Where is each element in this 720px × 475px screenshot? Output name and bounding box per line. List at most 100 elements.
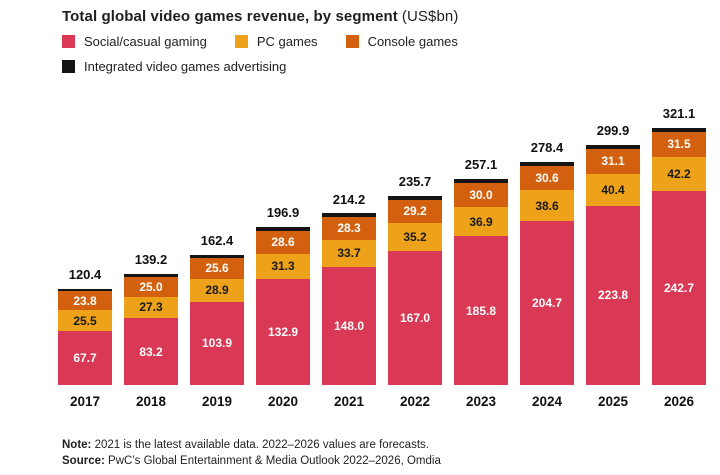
- bar-segment: 31.5: [652, 131, 706, 157]
- bar-segment-value: 30.6: [535, 171, 559, 186]
- bar-total-value: 120.4: [68, 266, 102, 282]
- bar-segment: 242.7: [652, 190, 706, 385]
- legend-swatch-icon: [62, 35, 75, 48]
- bar-segment-value: 30.0: [469, 187, 493, 202]
- bar-segment-value: 103.9: [201, 336, 233, 351]
- bar-segment-value: 33.7: [337, 246, 361, 260]
- bar-segment-value: 167.0: [399, 311, 431, 326]
- stacked-bar-chart: 23.8 25.5 67.7 120.4 2017 25.0 27.3 83.2 139.2 20…: [58, 106, 706, 409]
- legend-swatch-icon: [62, 60, 75, 73]
- bar-segment-value: 25.6: [205, 261, 229, 276]
- note-prefix: Note:: [62, 439, 92, 451]
- bar-segment: 148.0: [322, 266, 376, 385]
- bar-segment: [322, 213, 376, 217]
- bar-segment: 29.2: [388, 199, 442, 224]
- bar-segment-value: 35.2: [403, 230, 427, 245]
- bar-segment: 28.3: [322, 216, 376, 240]
- bar-total-value: 214.2: [332, 191, 366, 207]
- bar-segment-value: 31.3: [271, 259, 295, 274]
- bar-total-value: 257.1: [464, 157, 498, 173]
- note-line: Note: 2021 is the latest available data.…: [62, 437, 441, 453]
- bar-segment-value: 36.9: [469, 214, 493, 229]
- bar-segment: 30.6: [520, 165, 574, 191]
- bar-segment: [454, 179, 508, 183]
- bar-segment: 33.7: [322, 239, 376, 267]
- bar-segment-value: 242.7: [663, 280, 695, 295]
- bar-segment-value: 31.1: [601, 154, 625, 169]
- bar-segment-value: 148.0: [333, 318, 365, 333]
- bar-segment-value: 42.2: [667, 166, 691, 181]
- bar-column-2024: 30.6 38.6 204.7 278.4 2024: [520, 127, 574, 409]
- bar-segment-value: 28.9: [205, 283, 229, 298]
- bar-segment: 23.8: [58, 291, 112, 311]
- legend-label: Social/casual gaming: [84, 34, 207, 49]
- bar-segment: 25.5: [58, 310, 112, 331]
- bar-segment: 31.3: [256, 253, 310, 279]
- bar-segment: 42.2: [652, 156, 706, 191]
- bar-segment: 204.7: [520, 221, 574, 385]
- bar-segment: 103.9: [190, 301, 244, 385]
- x-axis-label: 2020: [267, 394, 299, 409]
- x-axis-label: 2021: [333, 394, 365, 409]
- x-axis-label: 2024: [531, 394, 563, 409]
- legend-item: Social/casual gaming: [62, 34, 207, 49]
- legend-item: Console games: [345, 34, 458, 49]
- x-axis-label: 2019: [201, 394, 233, 409]
- bar-segment: 30.0: [454, 182, 508, 207]
- bar-segment-value: 31.5: [667, 137, 691, 152]
- bar-segment: [190, 255, 244, 259]
- bar-column-2021: 28.3 33.7 148.0 214.2 2021: [322, 127, 376, 409]
- bar-total-value: 162.4: [200, 233, 234, 248]
- x-axis-label: 2018: [135, 394, 167, 409]
- legend-swatch-icon: [345, 35, 359, 48]
- legend-item: Integrated video games advertising: [62, 59, 286, 74]
- bar-segment-value: 132.9: [267, 324, 299, 339]
- x-axis-label: 2017: [69, 394, 101, 409]
- bar-column-2019: 25.6 28.9 103.9 162.4 2019: [190, 127, 244, 409]
- bar-segment-value: 23.8: [73, 293, 97, 308]
- legend-row-1: Social/casual gaming PC games Console game…: [62, 34, 622, 49]
- bar-stack: 28.3 33.7 148.0: [322, 213, 376, 385]
- footnotes: Note: 2021 is the latest available data.…: [62, 437, 441, 469]
- bar-segment: 28.9: [190, 278, 244, 302]
- bar-segment: 185.8: [454, 236, 508, 385]
- bar-total-value: 299.9: [596, 123, 630, 138]
- x-axis-label: 2025: [597, 394, 629, 409]
- bar-column-2025: 31.1 40.4 223.8 299.9 2025: [586, 123, 640, 409]
- x-axis-label: 2022: [399, 394, 431, 409]
- bar-segment-value: 25.5: [73, 313, 97, 328]
- bar-column-2026: 31.5 42.2 242.7 321.1 2026: [652, 106, 706, 409]
- bar-stack: 31.1 40.4 223.8: [586, 145, 640, 385]
- chart-title-unit: (US$bn): [401, 8, 459, 25]
- bar-segment-value: 67.7: [73, 350, 97, 365]
- bar-segment: 35.2: [388, 223, 442, 252]
- x-axis-label: 2026: [663, 394, 695, 409]
- bar-column-2023: 30.0 36.9 185.8 257.1 2023: [454, 127, 508, 409]
- bar-segment-value: 38.6: [535, 198, 559, 213]
- chart-legend: Social/casual gaming PC games Console game…: [62, 34, 622, 84]
- bar-segment: 38.6: [520, 190, 574, 222]
- legend-swatch-icon: [234, 35, 248, 48]
- legend-label: PC games: [256, 34, 318, 49]
- bar-segment: [256, 227, 310, 231]
- bar-total-value: 196.9: [266, 205, 300, 221]
- bar-segment: 132.9: [256, 278, 310, 385]
- bar-segment-value: 185.8: [465, 303, 497, 318]
- legend-item: PC games: [234, 34, 318, 49]
- bar-segment: 223.8: [586, 205, 640, 385]
- bar-column-2022: 29.2 35.2 167.0 235.7 2022: [388, 127, 442, 409]
- bar-segment: [652, 127, 706, 132]
- bar-column-2020: 28.6 31.3 132.9 196.9 2020: [256, 127, 310, 409]
- bar-stack: 30.6 38.6 204.7: [520, 162, 574, 385]
- bar-segment-value: 27.3: [139, 300, 163, 315]
- bar-stack: 28.6 31.3 132.9: [256, 227, 310, 385]
- bar-segment: [520, 162, 574, 166]
- bar-stack: 25.0 27.3 83.2: [124, 273, 178, 385]
- bar-segment-value: 204.7: [531, 296, 563, 311]
- bar-total-value: 278.4: [530, 140, 564, 156]
- x-axis-label: 2023: [465, 394, 497, 409]
- bar-segment: [124, 273, 178, 277]
- bar-stack: 30.0 36.9 185.8: [454, 179, 508, 385]
- bar-segment: [388, 196, 442, 200]
- bar-segment: 40.4: [586, 173, 640, 206]
